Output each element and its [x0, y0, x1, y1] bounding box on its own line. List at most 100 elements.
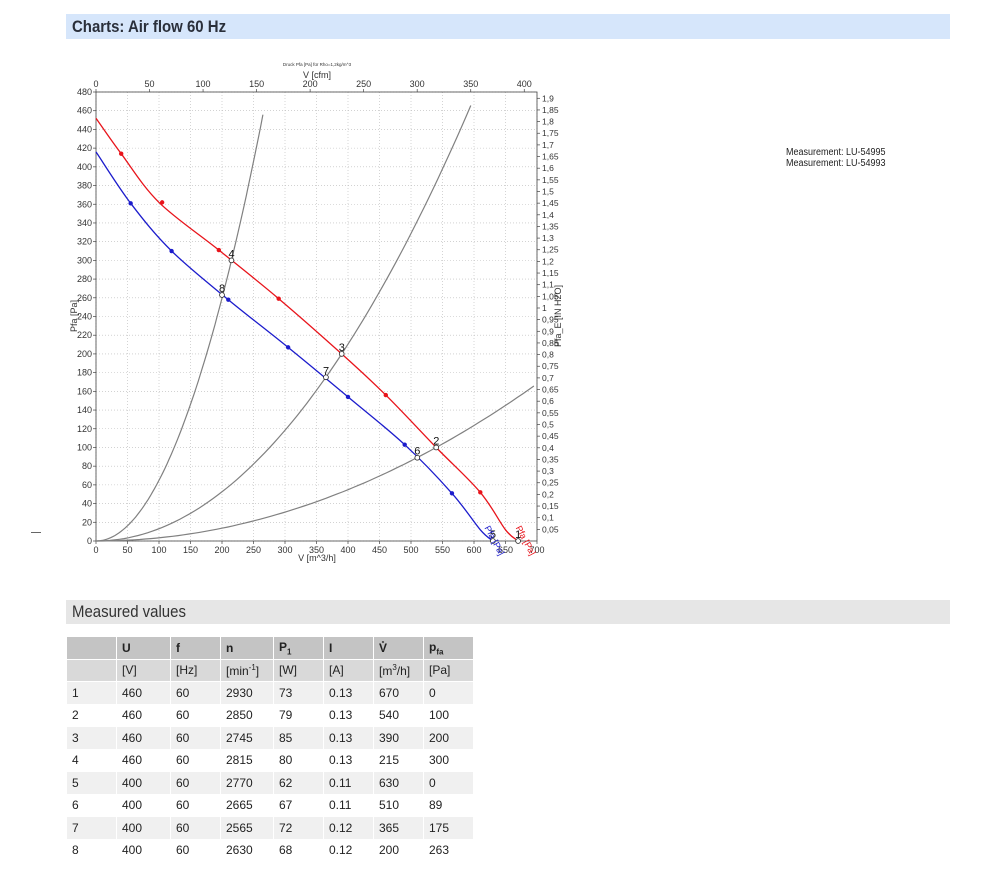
table-cell: 2745: [221, 727, 274, 750]
table-cell: 0.11: [324, 772, 374, 795]
x2-tick-label: 200: [303, 79, 318, 89]
table-cell: 0.12: [324, 817, 374, 840]
operating-point-label: 1: [515, 529, 521, 541]
measured-section-title: Measured values: [72, 602, 186, 621]
operating-point-label: 3: [339, 342, 345, 354]
table-cell: 400: [117, 794, 171, 817]
curve-marker: [169, 248, 174, 254]
table-cell: 2930: [221, 682, 274, 705]
table-cell: 73: [274, 682, 324, 705]
curve-marker: [159, 200, 165, 205]
charts-section-title: Charts: Air flow 60 Hz: [72, 16, 227, 36]
x-tick-label: 400: [340, 545, 355, 555]
operating-point-5: [490, 538, 496, 544]
y2-tick-label: 0,05: [542, 524, 559, 534]
y2-tick-label: 0,1: [542, 513, 554, 523]
y2-tick-label: 1,05: [542, 291, 559, 301]
axis-labels: 0 50 100 150 200 250 300 350 400 450 500 550 600 650 7…: [69, 62, 563, 563]
operating-point-3: [338, 351, 345, 357]
table-row: 7 400 60 2565 72 0.12 365 175: [67, 817, 474, 840]
y2-tick-label: 1,4: [542, 210, 554, 220]
table-cell: 60: [171, 704, 221, 727]
operating-point-label: 6: [414, 446, 420, 458]
y2-tick-label: 0,75: [542, 361, 559, 371]
y-tick-label: 140: [77, 405, 92, 415]
y-tick-label: 260: [77, 293, 92, 303]
measurement-list: Measurement: LU-54995 Measurement: LU-54…: [786, 147, 897, 169]
table-cell: 100: [424, 704, 474, 727]
y2-tick-label: 1,6: [542, 163, 554, 173]
y-tick-label: 320: [77, 237, 92, 247]
table-cell: 2815: [221, 749, 274, 772]
table-cell: 400: [117, 772, 171, 795]
table-cell: 60: [171, 727, 221, 750]
operating-point-label: 5: [490, 529, 496, 541]
operating-point-7: [323, 374, 329, 381]
y-tick-label: 160: [77, 386, 92, 396]
table-cell: 85: [274, 727, 324, 750]
table-cell: 215: [374, 749, 424, 772]
x2-tick-label: 250: [356, 79, 371, 89]
x-tick-label: 0: [93, 545, 98, 555]
table-cell: 670: [374, 682, 424, 705]
header-p1: P1: [274, 637, 324, 660]
y2-tick-label: 1,2: [542, 256, 554, 266]
x2-tick-label: 300: [410, 79, 425, 89]
unit-u: [V]: [117, 659, 171, 682]
x-tick-label: 200: [214, 545, 229, 555]
unit-p1: [W]: [274, 659, 324, 682]
unit-pfa: [Pa]: [424, 659, 474, 682]
chart-caption: Druck Pfa [Pa] für Rho=1,2kg/m^3: [283, 62, 352, 67]
operating-point-2: [433, 444, 440, 451]
table-cell: 540: [374, 704, 424, 727]
table-cell: 5: [67, 772, 117, 795]
y-tick-label: 20: [82, 517, 92, 527]
x-tick-label: 100: [151, 545, 166, 555]
y-tick-label: 300: [77, 255, 92, 265]
curve-marker: [128, 201, 133, 206]
unit-n: [min-1]: [221, 659, 274, 682]
x-tick-label: 250: [246, 545, 261, 555]
table-row: 1 460 60 2930 73 0.13 670 0: [67, 682, 474, 705]
header-v: V̊: [374, 637, 424, 660]
measurement-2: Measurement: LU-54993: [786, 158, 886, 169]
x2-axis-title: V [cfm]: [303, 70, 331, 80]
table-cell: 60: [171, 682, 221, 705]
operating-point-8: [219, 292, 225, 298]
curve-marker: [276, 296, 281, 301]
header-f: f: [171, 637, 221, 660]
curve-marker: [478, 490, 483, 495]
table-cell: 2850: [221, 704, 274, 727]
x-tick-label: 500: [403, 545, 418, 555]
x-tick-label: 450: [372, 545, 387, 555]
y2-tick-label: 1,7: [542, 140, 554, 150]
x-tick-label: 550: [435, 545, 450, 555]
operating-point-6: [414, 454, 421, 461]
table-cell: 60: [171, 839, 221, 862]
table-cell: 2: [67, 704, 117, 727]
table-cell: 0: [424, 682, 474, 705]
y2-tick-label: 1,35: [542, 221, 559, 231]
operating-points: 1 2 3 4 5 6 7 8: [219, 248, 521, 544]
table-cell: 400: [117, 817, 171, 840]
table-cell: 68: [274, 839, 324, 862]
table-row: 6 400 60 2665 67 0.11 510 89: [67, 794, 474, 817]
curve-marker: [402, 442, 407, 447]
table-cell: 0: [424, 772, 474, 795]
y2-tick-label: 0,65: [542, 385, 559, 395]
system-curve-1: [95, 114, 264, 542]
operating-point-4: [228, 257, 235, 264]
curve-marker: [449, 491, 455, 496]
x2-tick-label: 50: [145, 79, 155, 89]
curve-marker: [285, 345, 291, 350]
table-cell: 6: [67, 794, 117, 817]
y2-tick-label: 0,45: [542, 431, 559, 441]
y2-tick-label: 1,5: [542, 186, 554, 196]
y2-tick-label: 1,55: [542, 175, 559, 185]
table-cell: 263: [424, 839, 474, 862]
x2-tick-label: 0: [93, 79, 98, 89]
measured-values-table: U f n P1 I V̊ pfa [V] [Hz] [min-1] [W] […: [67, 637, 474, 862]
y-tick-label: 440: [77, 124, 92, 134]
x-tick-label: 700: [529, 545, 544, 555]
system-curve-2: [95, 105, 472, 542]
